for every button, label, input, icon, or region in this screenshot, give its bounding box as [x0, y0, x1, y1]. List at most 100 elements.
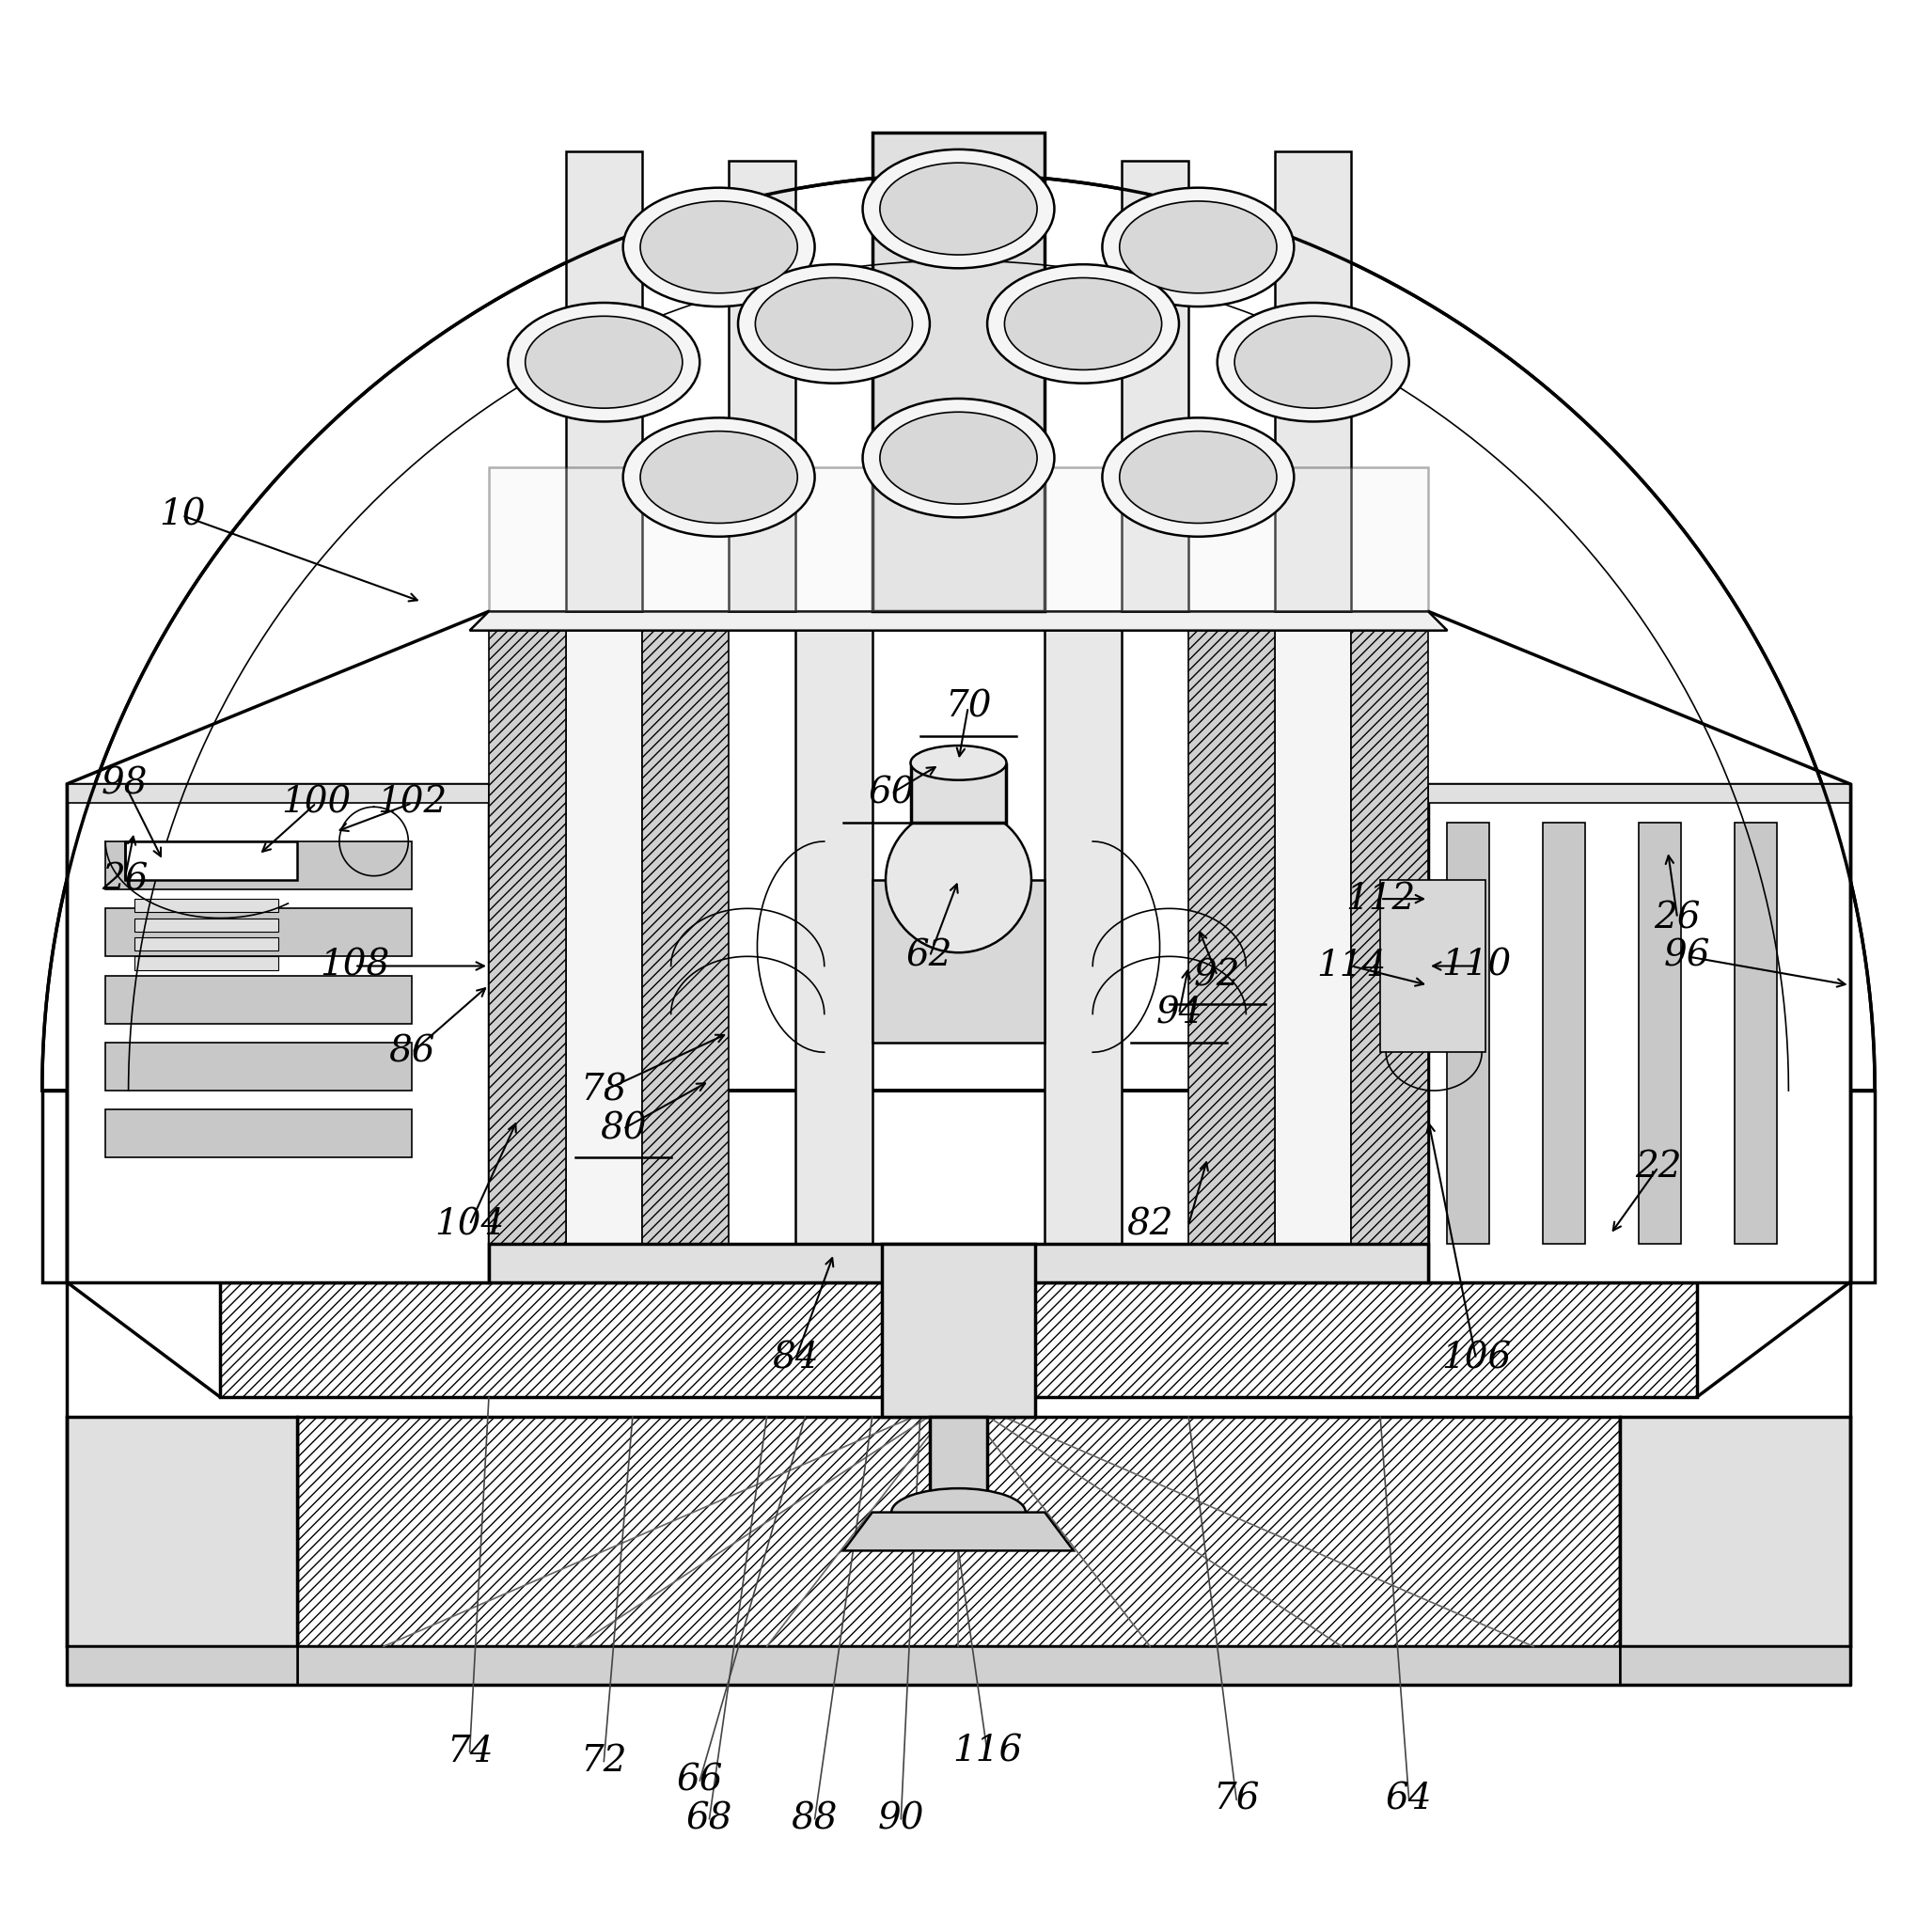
Ellipse shape — [640, 201, 797, 294]
Ellipse shape — [1235, 317, 1392, 408]
Polygon shape — [1735, 823, 1777, 1244]
Text: 62: 62 — [907, 939, 953, 974]
Text: 74: 74 — [447, 1735, 493, 1770]
Ellipse shape — [623, 187, 815, 307]
Polygon shape — [1351, 611, 1428, 1264]
Text: 82: 82 — [1127, 1208, 1173, 1242]
Polygon shape — [297, 1646, 1620, 1685]
Polygon shape — [1275, 611, 1351, 1264]
Polygon shape — [642, 611, 728, 1264]
Polygon shape — [566, 611, 642, 1264]
Ellipse shape — [987, 265, 1179, 383]
Ellipse shape — [880, 162, 1037, 255]
Ellipse shape — [1120, 201, 1277, 294]
Polygon shape — [105, 1109, 412, 1157]
Text: 84: 84 — [773, 1341, 819, 1376]
Text: 92: 92 — [1194, 958, 1240, 993]
Text: 66: 66 — [677, 1764, 723, 1799]
Ellipse shape — [623, 417, 815, 537]
Polygon shape — [930, 1416, 987, 1513]
Text: 112: 112 — [1346, 881, 1415, 916]
Polygon shape — [796, 611, 872, 1264]
Polygon shape — [42, 1090, 67, 1283]
Polygon shape — [134, 956, 278, 970]
Ellipse shape — [863, 398, 1054, 518]
Ellipse shape — [1217, 303, 1409, 421]
Polygon shape — [1543, 823, 1585, 1244]
Text: 88: 88 — [792, 1803, 838, 1837]
Polygon shape — [470, 611, 1447, 630]
Polygon shape — [134, 937, 278, 951]
Polygon shape — [1045, 611, 1121, 1264]
Polygon shape — [728, 160, 796, 611]
Polygon shape — [1275, 151, 1351, 611]
Ellipse shape — [911, 746, 1006, 781]
Text: 70: 70 — [945, 690, 991, 724]
Text: 10: 10 — [159, 498, 205, 533]
Polygon shape — [67, 1416, 297, 1646]
Polygon shape — [125, 842, 297, 879]
Polygon shape — [105, 1043, 412, 1090]
Ellipse shape — [508, 303, 700, 421]
Text: 26: 26 — [102, 862, 148, 896]
Ellipse shape — [525, 317, 682, 408]
Text: 108: 108 — [320, 949, 389, 983]
Text: 60: 60 — [868, 777, 914, 811]
Text: 94: 94 — [1156, 997, 1202, 1032]
Ellipse shape — [640, 431, 797, 524]
Text: 114: 114 — [1317, 949, 1386, 983]
Polygon shape — [1850, 1090, 1875, 1283]
Ellipse shape — [738, 265, 930, 383]
Polygon shape — [1639, 823, 1681, 1244]
Polygon shape — [67, 784, 489, 804]
Polygon shape — [1620, 1646, 1850, 1685]
Polygon shape — [1620, 1416, 1850, 1646]
Text: 80: 80 — [600, 1111, 646, 1146]
Polygon shape — [872, 879, 1045, 1043]
Ellipse shape — [1102, 417, 1294, 537]
Polygon shape — [220, 1283, 1697, 1397]
Polygon shape — [297, 1416, 1620, 1646]
Ellipse shape — [1120, 431, 1277, 524]
Polygon shape — [843, 1513, 1074, 1551]
Polygon shape — [1447, 823, 1490, 1244]
Polygon shape — [1428, 784, 1850, 804]
Circle shape — [886, 808, 1031, 952]
Ellipse shape — [891, 1488, 1026, 1536]
Polygon shape — [566, 151, 642, 611]
Ellipse shape — [755, 278, 912, 369]
Polygon shape — [1121, 160, 1189, 611]
Text: 78: 78 — [581, 1072, 627, 1107]
Polygon shape — [882, 1244, 1035, 1416]
Polygon shape — [489, 468, 1428, 611]
Text: 106: 106 — [1442, 1341, 1511, 1376]
Polygon shape — [872, 131, 1045, 611]
Ellipse shape — [1102, 187, 1294, 307]
Polygon shape — [911, 765, 1006, 823]
Text: 72: 72 — [581, 1745, 627, 1779]
Text: 100: 100 — [282, 786, 351, 821]
Ellipse shape — [880, 412, 1037, 504]
Ellipse shape — [863, 149, 1054, 269]
Polygon shape — [489, 1244, 1428, 1283]
Polygon shape — [1380, 879, 1486, 1053]
Text: 22: 22 — [1635, 1150, 1681, 1184]
Polygon shape — [1189, 611, 1275, 1264]
Text: 86: 86 — [389, 1036, 435, 1070]
Text: 110: 110 — [1442, 949, 1511, 983]
Polygon shape — [42, 174, 1875, 1090]
Ellipse shape — [1005, 278, 1162, 369]
Polygon shape — [1428, 784, 1850, 1283]
Text: 102: 102 — [378, 786, 447, 821]
Polygon shape — [105, 842, 412, 889]
Polygon shape — [105, 908, 412, 956]
Text: 116: 116 — [953, 1735, 1022, 1770]
Text: 98: 98 — [102, 767, 148, 802]
Polygon shape — [134, 898, 278, 912]
Text: 68: 68 — [686, 1803, 732, 1837]
Polygon shape — [489, 611, 566, 1264]
Polygon shape — [67, 784, 489, 1283]
Polygon shape — [134, 918, 278, 931]
Text: 64: 64 — [1386, 1783, 1432, 1818]
Polygon shape — [105, 976, 412, 1024]
